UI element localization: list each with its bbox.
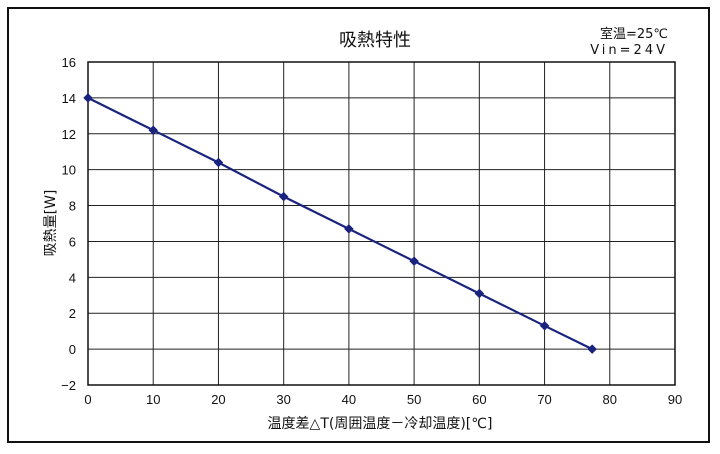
data-point-marker	[344, 224, 354, 234]
y-tick-label: 0	[69, 342, 76, 357]
grid	[87, 61, 676, 386]
x-tick-label: 50	[407, 392, 421, 407]
y-tick-label: 2	[69, 306, 76, 321]
series-line	[87, 96, 593, 351]
data-point-marker	[278, 191, 289, 202]
data-point-marker	[474, 288, 485, 299]
data-point-marker	[587, 344, 598, 354]
data-point-marker	[539, 320, 550, 331]
x-tick-label: 80	[603, 392, 617, 407]
plot-area-border	[87, 61, 676, 386]
x-tick-label: 10	[146, 392, 160, 407]
data-point-marker	[83, 93, 93, 103]
x-axis-label: 温度差△T(周囲温度－冷却温度)[℃]	[268, 416, 493, 432]
data-point-marker	[213, 157, 224, 168]
y-tick-label: 6	[69, 234, 76, 249]
condition-vin: Vin=24V	[590, 43, 668, 58]
x-tick-label: 20	[211, 392, 225, 407]
chart-frame	[7, 7, 710, 443]
x-tick-label: 90	[668, 392, 682, 407]
x-tick-label: 40	[342, 392, 356, 407]
y-tick-label: −2	[61, 378, 76, 393]
y-tick-label: 10	[62, 163, 76, 178]
y-tick-label: 16	[62, 55, 76, 70]
x-tick-label: 30	[276, 392, 290, 407]
condition-room-temp: 室温=25℃	[600, 26, 668, 42]
x-tick-label: 70	[537, 392, 551, 407]
y-tick-label: 12	[62, 127, 76, 142]
y-tick-label: 8	[69, 199, 76, 214]
x-tick-label: 0	[84, 392, 91, 407]
y-axis-label: 吸熱量[W]	[43, 190, 59, 257]
tick-labels: 0 10 20 30 40 50 60 70 80 90 −2 0 2 4 6 8 10 12 14 16	[61, 55, 682, 407]
y-tick-label: 4	[69, 270, 76, 285]
x-tick-label: 60	[472, 392, 486, 407]
series-group	[83, 93, 598, 354]
chart-title: 吸熱特性	[339, 30, 411, 51]
data-point-marker	[148, 125, 159, 136]
data-point-marker	[409, 256, 419, 267]
y-tick-label: 14	[62, 91, 76, 106]
